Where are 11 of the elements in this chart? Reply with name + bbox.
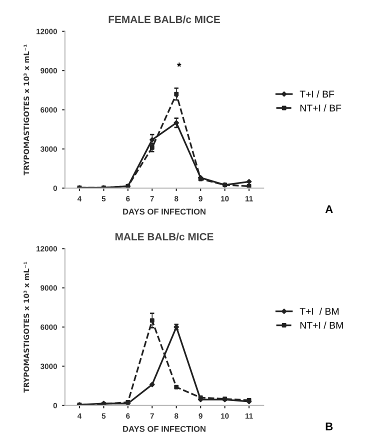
legend-label: NT+I / BM (300, 322, 343, 329)
legend-label: NT+I / BF (300, 104, 342, 112)
text: B (326, 422, 333, 430)
text: A (325, 205, 333, 213)
legend-label: T+I / BM (300, 308, 339, 315)
x-axis-title: DAYS OF INFECTION (123, 208, 206, 215)
legend-label: T+I / BF (300, 90, 334, 98)
chart-title: MALE BALB/c MICE (115, 232, 214, 241)
x-axis-title: DAYS OF INFECTION (123, 426, 206, 432)
chart-title: FEMALE BALB/c MICE (108, 15, 220, 24)
annotation: * (177, 62, 182, 67)
